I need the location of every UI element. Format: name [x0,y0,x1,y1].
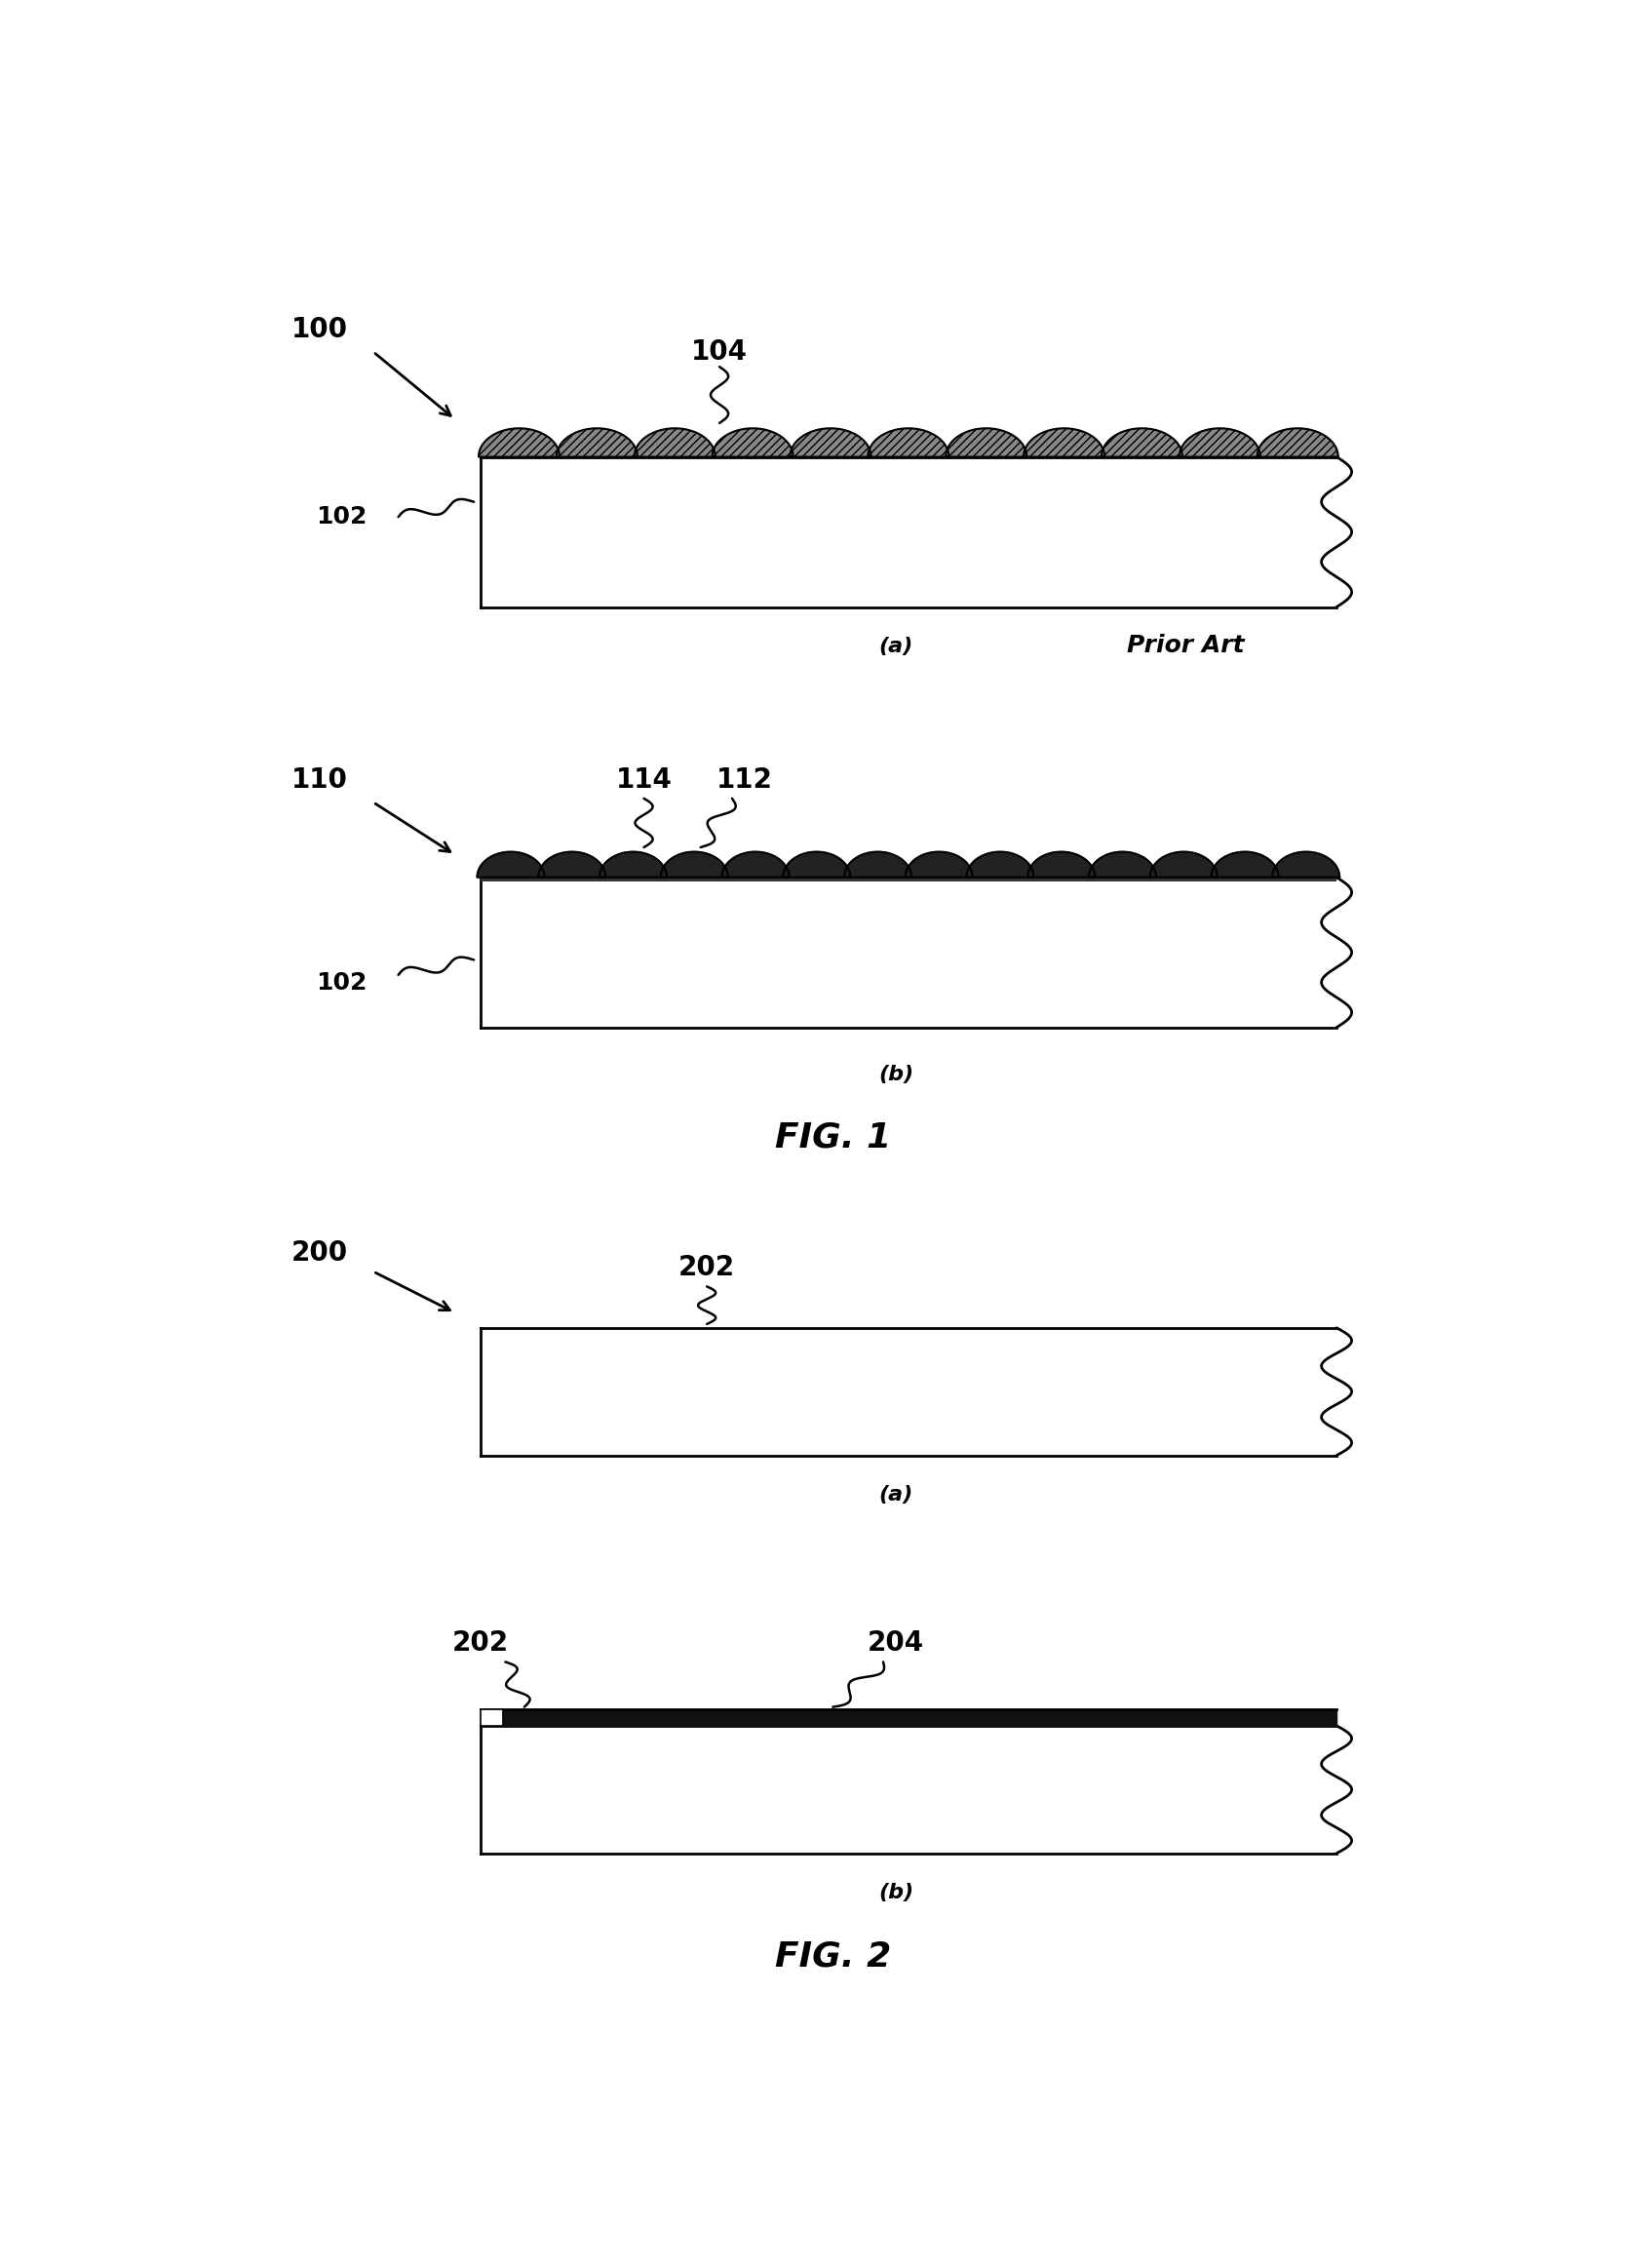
Polygon shape [538,853,606,878]
Polygon shape [481,1710,1337,1726]
Text: 110: 110 [291,767,348,794]
Polygon shape [600,853,666,878]
Text: Prior Art: Prior Art [1126,633,1245,658]
Text: (b): (b) [878,1064,913,1084]
Text: 202: 202 [452,1628,509,1656]
Polygon shape [783,853,850,878]
Bar [481,1710,502,1726]
Polygon shape [481,1327,1352,1456]
Polygon shape [1150,853,1217,878]
Polygon shape [481,878,1352,1027]
Text: 200: 200 [291,1238,348,1266]
Text: FIG. 2: FIG. 2 [775,1939,891,1973]
Text: (a): (a) [879,1486,913,1504]
Text: (b): (b) [878,1882,913,1903]
Polygon shape [843,853,912,878]
Polygon shape [967,853,1034,878]
Polygon shape [481,456,1352,608]
Polygon shape [790,429,871,456]
Text: 204: 204 [868,1628,925,1656]
Text: 202: 202 [679,1254,734,1281]
Polygon shape [868,429,949,456]
Text: 102: 102 [317,971,367,993]
Text: 104: 104 [691,338,748,365]
Polygon shape [481,1726,1352,1853]
Polygon shape [1027,853,1095,878]
Polygon shape [661,853,728,878]
Polygon shape [1211,853,1279,878]
Polygon shape [634,429,715,456]
Polygon shape [556,429,637,456]
Text: 102: 102 [317,506,367,528]
Text: 112: 112 [717,767,774,794]
Polygon shape [1024,429,1105,456]
Text: 114: 114 [616,767,673,794]
Polygon shape [722,853,790,878]
Polygon shape [1102,429,1183,456]
Polygon shape [1089,853,1155,878]
Polygon shape [905,853,973,878]
Text: 100: 100 [291,315,348,342]
Polygon shape [1258,429,1337,456]
Polygon shape [1272,853,1339,878]
Polygon shape [946,429,1027,456]
Text: (a): (a) [879,637,913,655]
Polygon shape [1180,429,1261,456]
Text: FIG. 1: FIG. 1 [775,1120,891,1154]
Polygon shape [479,429,559,456]
Polygon shape [712,429,793,456]
Polygon shape [478,853,544,878]
Bar [481,878,1336,882]
